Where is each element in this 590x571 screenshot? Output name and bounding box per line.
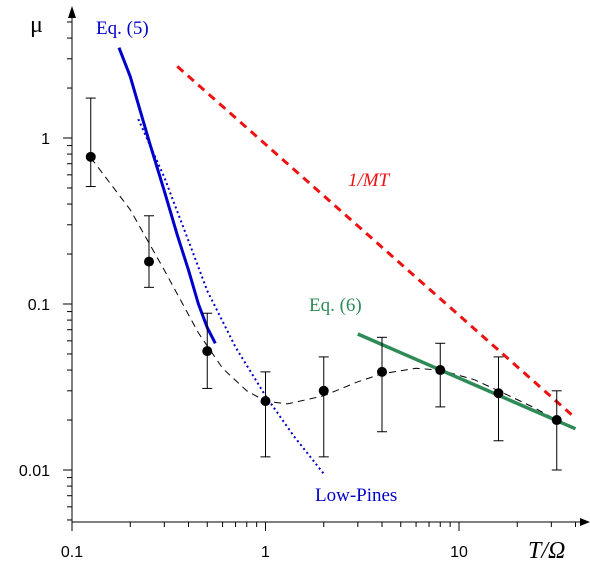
ticks: 0.1 1 10 0.01 0.1 1	[19, 21, 576, 561]
data-point	[144, 256, 155, 267]
eq6-line	[357, 332, 577, 431]
data-point	[435, 365, 446, 376]
x-tick-label: 1	[261, 544, 270, 561]
x-tick-label: 0.1	[61, 544, 83, 561]
y-axis-title: μ	[30, 12, 43, 38]
y-tick-label: 1	[41, 131, 50, 148]
error-bars	[85, 97, 562, 471]
y-axis-arrow	[68, 6, 76, 18]
x-axis-arrow	[580, 518, 590, 526]
data-point	[85, 151, 96, 162]
data-points	[85, 151, 562, 426]
axes	[68, 6, 590, 526]
data-point	[493, 388, 504, 399]
eq5-curve	[117, 47, 217, 344]
onemt-line	[176, 65, 577, 420]
y-tick-label: 0.01	[19, 463, 50, 480]
data-point	[551, 415, 562, 426]
annotations: μ T/Ω Eq. (5) Low-Pines Eq. (6) 1/MT	[30, 12, 565, 564]
data-point	[318, 385, 329, 396]
data-point	[376, 366, 387, 377]
onemt-label: 1/MT	[348, 170, 391, 191]
lowpines-label: Low-Pines	[315, 485, 397, 506]
data-point	[202, 346, 213, 357]
x-axis-title: T/Ω	[528, 538, 565, 564]
curves	[90, 47, 577, 475]
lowpines-curve	[137, 118, 325, 475]
eq6-label: Eq. (6)	[309, 295, 362, 316]
trend-curve	[90, 157, 576, 429]
y-tick-label: 0.1	[28, 297, 50, 314]
x-tick-label: 10	[450, 544, 468, 561]
data-point	[260, 396, 271, 407]
eq5-label: Eq. (5)	[96, 18, 149, 39]
